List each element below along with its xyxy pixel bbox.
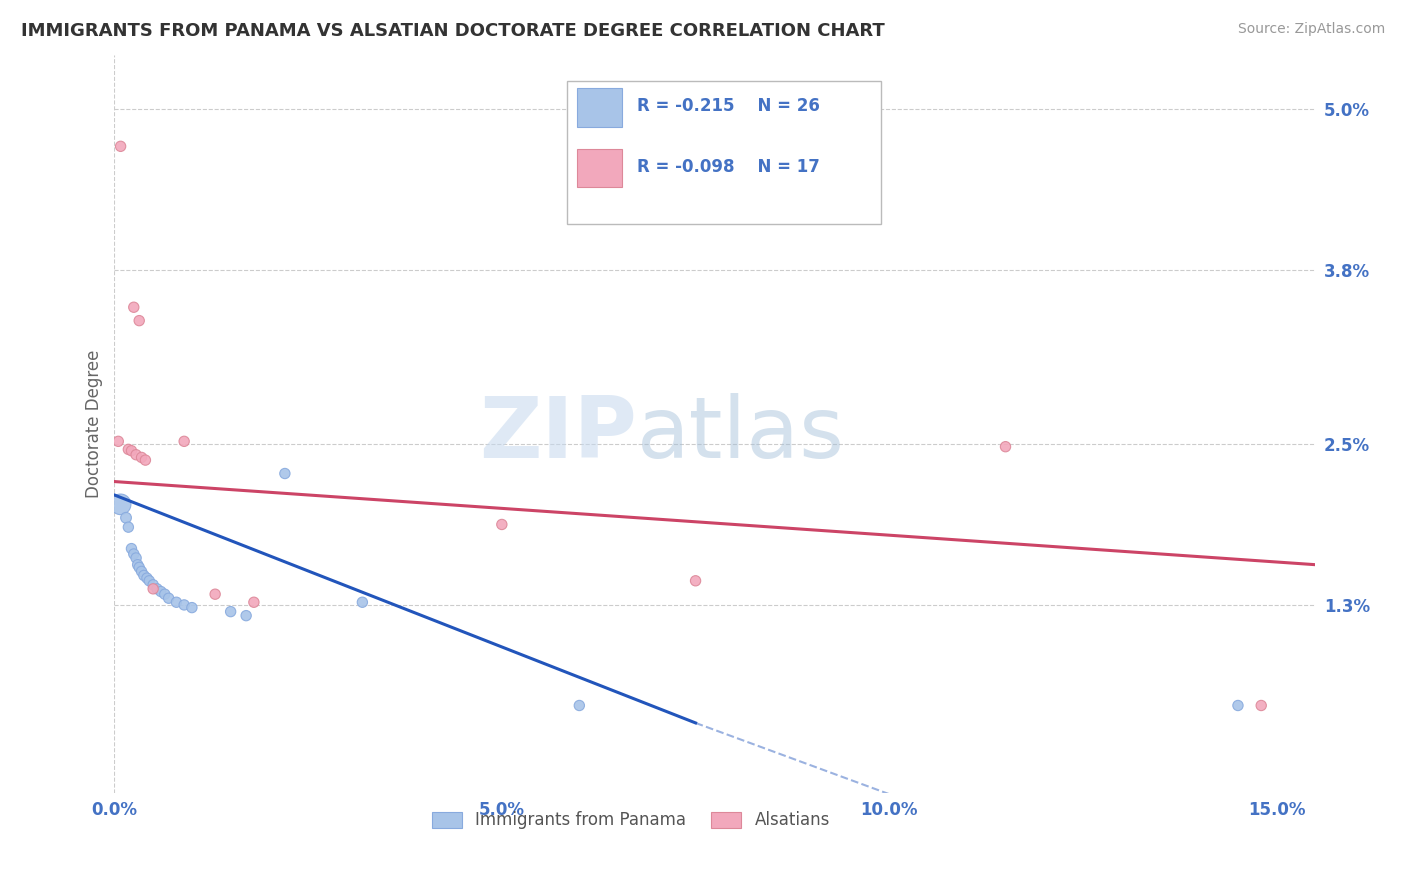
- Point: [1226, 698, 1249, 713]
- FancyBboxPatch shape: [567, 81, 880, 224]
- Point: [685, 574, 707, 588]
- Point: [235, 608, 257, 623]
- Point: [491, 517, 513, 532]
- Point: [125, 551, 148, 566]
- Point: [149, 584, 172, 599]
- Point: [352, 595, 374, 609]
- Point: [219, 605, 242, 619]
- Point: [131, 565, 153, 579]
- FancyBboxPatch shape: [576, 88, 623, 127]
- Point: [128, 313, 150, 327]
- Text: IMMIGRANTS FROM PANAMA VS ALSATIAN DOCTORATE DEGREE CORRELATION CHART: IMMIGRANTS FROM PANAMA VS ALSATIAN DOCTO…: [21, 22, 884, 40]
- Point: [117, 442, 139, 457]
- Point: [138, 574, 160, 588]
- Point: [136, 571, 159, 585]
- Legend: Immigrants from Panama, Alsatians: Immigrants from Panama, Alsatians: [425, 805, 837, 836]
- Text: R = -0.215    N = 26: R = -0.215 N = 26: [637, 97, 820, 115]
- Point: [120, 443, 142, 458]
- Point: [173, 434, 195, 449]
- Point: [134, 453, 156, 467]
- Point: [157, 591, 180, 606]
- Point: [274, 467, 297, 481]
- Point: [131, 450, 153, 465]
- Point: [115, 510, 138, 524]
- Point: [142, 578, 165, 592]
- Point: [122, 300, 145, 314]
- Point: [243, 595, 266, 609]
- Point: [107, 434, 129, 449]
- Point: [128, 560, 150, 574]
- Text: atlas: atlas: [637, 393, 845, 476]
- Point: [110, 497, 132, 511]
- Point: [173, 598, 195, 612]
- Point: [117, 520, 139, 534]
- Point: [122, 547, 145, 561]
- Point: [146, 582, 169, 596]
- FancyBboxPatch shape: [576, 149, 623, 187]
- Point: [994, 440, 1017, 454]
- Y-axis label: Doctorate Degree: Doctorate Degree: [86, 350, 103, 498]
- Text: R = -0.098    N = 17: R = -0.098 N = 17: [637, 158, 820, 176]
- Point: [127, 558, 149, 572]
- Point: [142, 582, 165, 596]
- Point: [1250, 698, 1272, 713]
- Point: [120, 541, 142, 556]
- Point: [125, 448, 148, 462]
- Point: [165, 595, 187, 609]
- Point: [568, 698, 591, 713]
- Point: [153, 587, 176, 601]
- Point: [204, 587, 226, 601]
- Text: ZIP: ZIP: [479, 393, 637, 476]
- Text: Source: ZipAtlas.com: Source: ZipAtlas.com: [1237, 22, 1385, 37]
- Point: [132, 568, 155, 582]
- Point: [110, 139, 132, 153]
- Point: [180, 600, 202, 615]
